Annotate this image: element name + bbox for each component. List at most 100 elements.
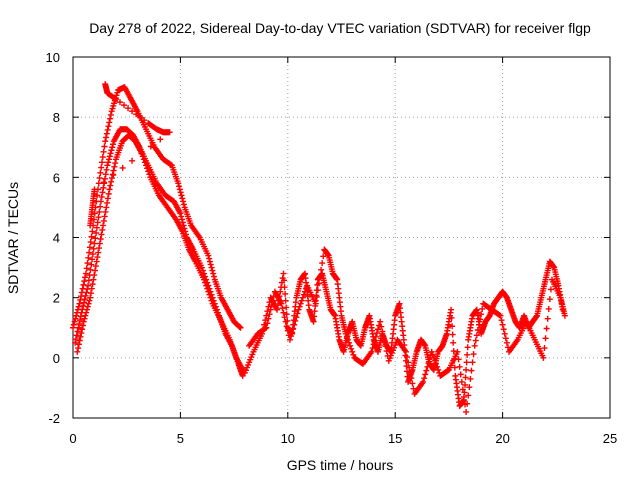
data-point (434, 363, 441, 370)
data-point (70, 321, 77, 328)
data-point (298, 297, 305, 304)
data-point (373, 330, 380, 337)
data-point (207, 261, 214, 268)
data-point (75, 324, 82, 331)
data-point (283, 323, 290, 330)
data-point (450, 339, 457, 346)
data-point (108, 147, 115, 154)
data-point (375, 326, 382, 333)
data-point (96, 208, 103, 215)
data-point (318, 266, 325, 273)
data-point (343, 333, 350, 340)
data-point (430, 354, 437, 361)
data-point (263, 312, 270, 319)
data-point (496, 311, 503, 318)
data-point (141, 117, 148, 124)
data-point (429, 351, 436, 358)
data-point (179, 219, 186, 226)
data-point (293, 314, 300, 321)
data-point (87, 290, 94, 297)
data-point (100, 179, 107, 186)
data-point (96, 245, 103, 252)
data-point (402, 348, 409, 355)
data-point (449, 331, 456, 338)
data-point (90, 245, 97, 252)
data-point (92, 235, 99, 242)
data-point (112, 96, 119, 103)
data-point (80, 281, 87, 288)
y-tick-label: 0 (53, 351, 60, 366)
data-point (410, 385, 417, 392)
data-point (109, 144, 116, 151)
data-point (406, 364, 413, 371)
axis-ticks: 0 5 10 15 20 25 -2 0 2 4 6 8 10 (46, 50, 618, 446)
data-point (278, 300, 285, 307)
y-tick-label: 4 (53, 231, 60, 246)
data-point (425, 360, 432, 367)
data-point (107, 115, 114, 122)
data-point (546, 296, 553, 303)
data-point (262, 317, 269, 324)
data-point (102, 208, 109, 215)
data-point (501, 330, 508, 337)
data-point (179, 195, 186, 202)
data-point (280, 270, 287, 277)
data-point (129, 157, 136, 164)
data-point (97, 236, 104, 243)
data-point (176, 186, 183, 193)
x-axis-label: GPS time / hours (287, 457, 394, 473)
data-point (382, 343, 389, 350)
data-point (464, 351, 471, 358)
data-point (431, 357, 438, 364)
data-point (344, 336, 351, 343)
data-point (87, 239, 94, 246)
data-point (70, 324, 76, 331)
data-point (87, 266, 94, 273)
data-point (129, 108, 136, 115)
data-point (237, 324, 244, 331)
data-point (75, 345, 82, 352)
x-tick-label: 15 (388, 431, 402, 446)
data-point (133, 111, 140, 118)
data-point (73, 332, 80, 339)
data-point (470, 351, 477, 358)
data-point (102, 171, 109, 178)
data-point (301, 288, 308, 295)
data-point (463, 408, 470, 415)
data-point (268, 302, 275, 309)
data-point (166, 129, 173, 136)
data-point (110, 172, 117, 179)
data-point (400, 336, 407, 343)
data-point (85, 282, 92, 289)
data-point (463, 359, 470, 366)
data-point (448, 314, 455, 321)
data-point (87, 294, 94, 301)
data-point (103, 166, 110, 173)
data-point (265, 303, 272, 310)
data-point (449, 323, 456, 330)
y-tick-label: 8 (53, 110, 60, 125)
data-point (266, 311, 273, 318)
data-point (292, 317, 299, 324)
series-tail-secondary (246, 246, 568, 415)
data-point (106, 119, 113, 126)
data-point (465, 392, 472, 399)
x-tick-label: 10 (281, 431, 295, 446)
series-track-lower (74, 132, 246, 373)
data-point (444, 367, 451, 374)
data-point (73, 312, 80, 319)
data-point (471, 342, 478, 349)
data-point (547, 286, 554, 293)
data-point (267, 306, 274, 313)
data-point (497, 312, 504, 319)
data-point (274, 306, 281, 313)
data-point (88, 261, 95, 268)
data-point (102, 138, 109, 145)
data-point (95, 180, 102, 187)
data-point (294, 310, 301, 317)
data-point (297, 300, 304, 307)
data-point (281, 277, 288, 284)
data-point (100, 148, 107, 155)
data-point (83, 289, 90, 296)
data-point (473, 332, 480, 339)
